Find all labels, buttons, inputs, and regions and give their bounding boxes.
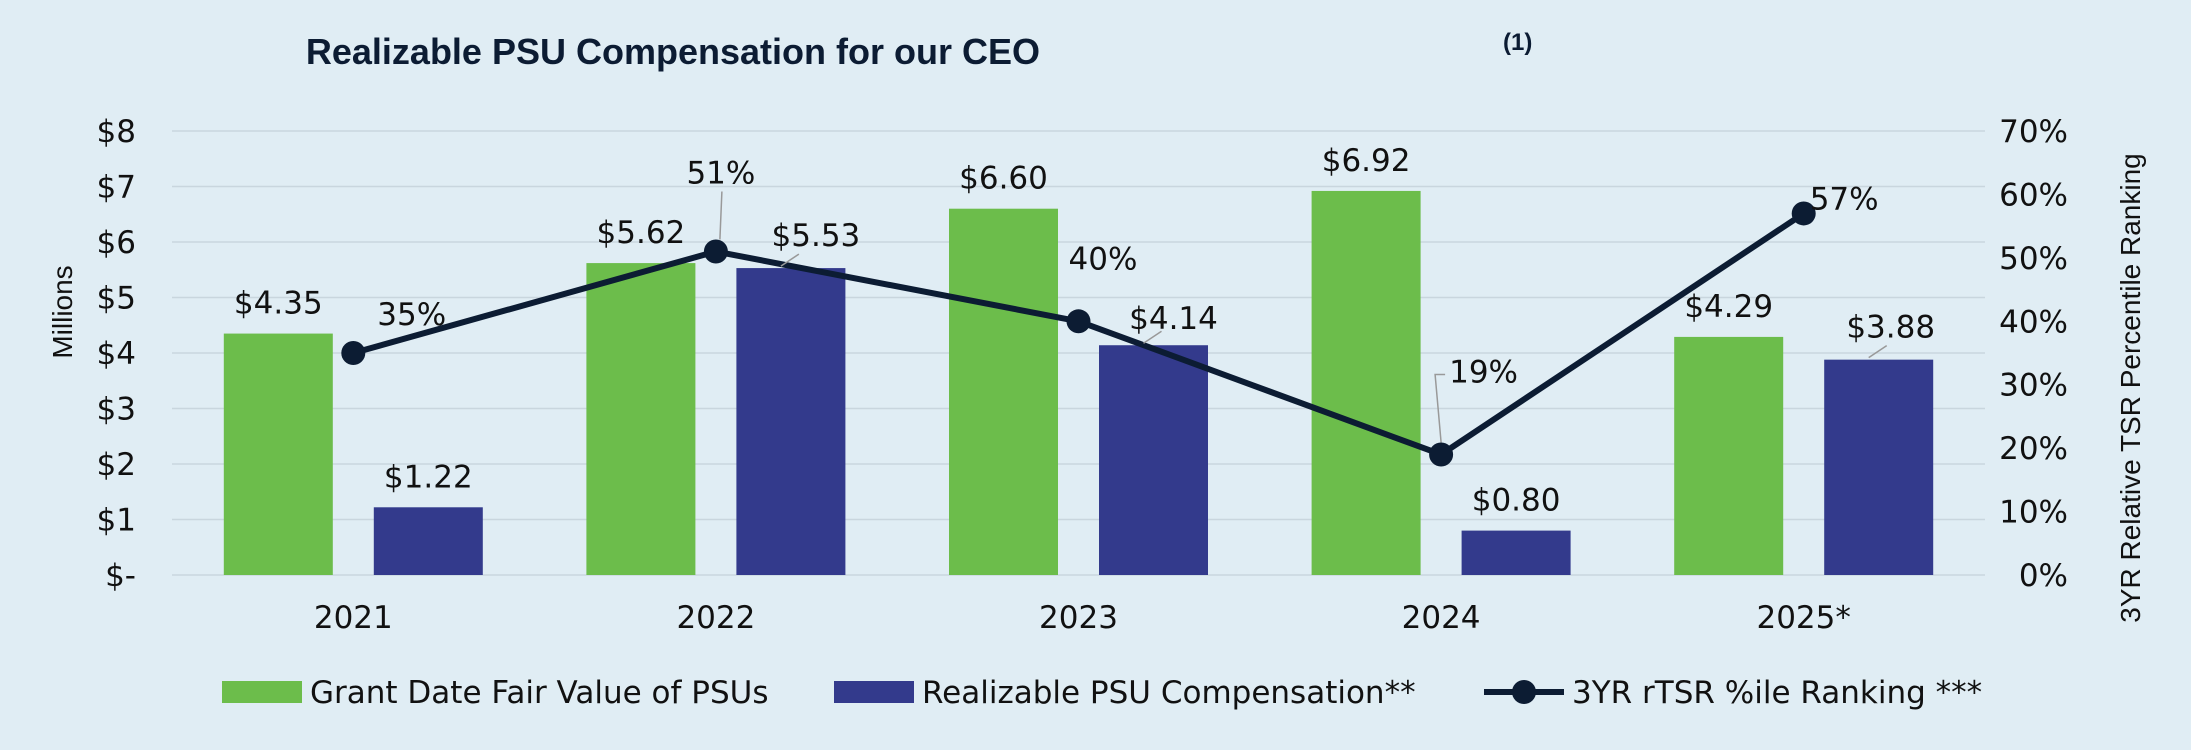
data-labels: $4.35 $5.62 $6.60 $6.92 $4.29 $1.22 $5.53 $4.14… — [234, 143, 1935, 519]
y-tick-right: 0% — [2019, 558, 2068, 594]
bar-realizable-comp — [1461, 530, 1571, 575]
y-tick-left: $- — [105, 558, 136, 594]
y-tick-right: 30% — [1999, 368, 2068, 404]
rtsr-marker — [1791, 201, 1816, 226]
chart-title: Realizable PSU Compensation for our CEO — [306, 31, 1040, 72]
y-tick-right: 70% — [1999, 114, 2068, 150]
legend-swatch — [222, 681, 302, 703]
bar-data-label: $5.53 — [772, 218, 861, 254]
legend-label: Grant Date Fair Value of PSUs — [310, 675, 769, 711]
leader-line — [1434, 373, 1446, 443]
y-tick-right: 40% — [1999, 304, 2068, 340]
line-data-label: 19% — [1449, 354, 1518, 390]
leader-line — [719, 191, 723, 240]
bar-data-label: $3.88 — [1846, 310, 1935, 346]
y-tick-left: $3 — [97, 392, 136, 428]
rtsr-marker — [341, 341, 366, 365]
rtsr-marker — [1429, 442, 1454, 467]
chart-title-superscript: (1) — [1503, 29, 1532, 56]
x-tick-label: 2023 — [1039, 600, 1118, 636]
y-axis-label-left: Millions — [47, 265, 78, 358]
legend: Grant Date Fair Value of PSUs Realizable … — [222, 675, 1982, 711]
y-tick-left: $2 — [97, 447, 136, 483]
bar-realizable-comp — [1824, 359, 1934, 575]
x-tick-label: 2022 — [676, 600, 755, 636]
leader-line — [1143, 330, 1162, 344]
y-tick-right: 10% — [1999, 495, 2068, 531]
bar-grant-value — [949, 208, 1058, 575]
bar-data-label: $6.92 — [1322, 143, 1411, 179]
bar-grant-value — [1311, 190, 1421, 575]
y-axis-label-right: 3YR Relative TSR Percentile Ranking — [2115, 153, 2146, 622]
bar-data-label: $5.62 — [597, 215, 686, 251]
legend-swatch — [834, 681, 914, 703]
bar-data-label: $4.14 — [1129, 301, 1218, 337]
line-data-label: 51% — [686, 156, 755, 192]
y-tick-left: $5 — [97, 281, 136, 317]
bar-grant-value — [1674, 336, 1784, 575]
y-tick-left: $8 — [97, 114, 136, 150]
bar-realizable-comp — [373, 507, 483, 575]
y-tick-left: $1 — [97, 503, 136, 539]
line-data-label: 40% — [1069, 241, 1138, 277]
y-tick-right: 50% — [1999, 241, 2068, 277]
legend-marker — [1512, 680, 1536, 704]
rtsr-marker — [1066, 309, 1091, 334]
y-tick-right: 20% — [1999, 431, 2068, 467]
x-tick-label: 2024 — [1402, 600, 1481, 636]
bar-grant-value — [223, 333, 333, 575]
legend-label: Realizable PSU Compensation** — [922, 675, 1416, 711]
y-tick-right: 60% — [1999, 177, 2068, 213]
axes: $- $1 $2 $3 $4 $5 $6 $7 $8 0% 10% 20% 30% 40% 50% 60% 70… — [97, 114, 2068, 636]
bar-realizable-comp — [736, 268, 846, 575]
y-tick-left: $6 — [97, 225, 136, 261]
line-data-label: 35% — [377, 297, 446, 333]
legend-label: 3YR rTSR %ile Ranking *** — [1572, 675, 1982, 711]
y-tick-left: $7 — [97, 170, 136, 206]
bar-grant-value — [586, 263, 696, 575]
bar-realizable-comp — [1099, 345, 1208, 575]
x-tick-label: 2021 — [314, 600, 393, 636]
y-tick-left: $4 — [97, 336, 136, 372]
leader-line — [780, 253, 800, 267]
rtsr-line — [341, 201, 1816, 467]
bar-data-label: $0.80 — [1472, 483, 1561, 519]
x-tick-label: 2025* — [1756, 600, 1850, 636]
bar-data-label: $6.60 — [959, 161, 1048, 197]
leader-line — [1868, 345, 1888, 359]
bar-data-label: $4.29 — [1684, 289, 1773, 325]
bars — [223, 190, 1934, 575]
rtsr-marker — [703, 239, 728, 264]
bar-data-label: $4.35 — [234, 286, 323, 322]
bar-data-label: $1.22 — [384, 459, 473, 495]
line-data-label: 57% — [1810, 181, 1879, 217]
